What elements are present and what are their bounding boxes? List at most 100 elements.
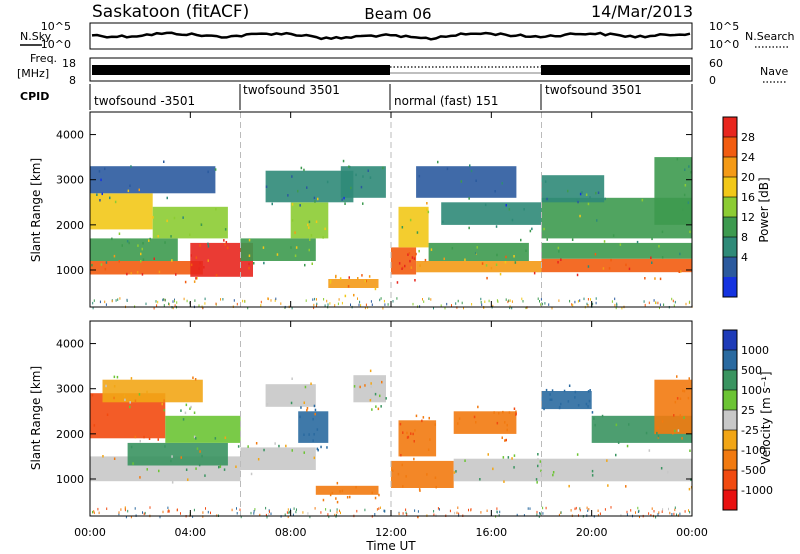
velocity-ground-speckle (402, 512, 404, 515)
power-speckle (348, 165, 350, 168)
velocity-speckle (506, 423, 508, 427)
power-speckle (415, 252, 417, 256)
n-search-label: N.Search (745, 30, 795, 43)
power-speckle (348, 276, 350, 279)
velocity-ground-speckle (433, 513, 435, 516)
power-speckle (374, 287, 377, 291)
power-speckle (225, 241, 228, 244)
power-speckle (109, 196, 111, 200)
power-speckle (612, 234, 615, 237)
velocity-speckle (689, 449, 691, 452)
velocity-speckle (134, 399, 137, 402)
power-speckle (401, 267, 403, 270)
velocity-speckle (163, 399, 165, 402)
velocity-ground-speckle (657, 513, 659, 516)
power-cbar-tick: 20 (741, 171, 755, 184)
power-ground-speckle (616, 302, 618, 306)
velocity-ground-speckle (288, 511, 290, 514)
power-ground-speckle (621, 306, 623, 310)
power-speckle (504, 261, 507, 264)
cpid-segment-1: twofsound -3501 (94, 94, 195, 108)
power-cbar-tick: 24 (741, 151, 755, 164)
velocity-speckle (134, 435, 137, 439)
power-speckle (291, 219, 294, 222)
power-speckle (687, 201, 690, 204)
power-ground-speckle (572, 303, 574, 307)
velocity-ground-speckle (456, 511, 458, 515)
power-ground-speckle (672, 299, 674, 303)
power-speckle (596, 219, 598, 222)
power-ground-speckle (312, 298, 314, 301)
velocity-region-9 (353, 375, 386, 403)
power-speckle (651, 261, 653, 264)
velocity-speckle (654, 431, 656, 435)
velocity-speckle (116, 375, 119, 379)
velocity-speckle (413, 457, 415, 461)
power-ground-speckle (505, 298, 507, 301)
power-ground-speckle (92, 301, 94, 305)
velocity-speckle (676, 375, 678, 378)
velocity-speckle (552, 471, 555, 474)
x-axis-label: Time UT (365, 539, 416, 553)
power-speckle (263, 261, 265, 265)
power-speckle (329, 279, 332, 283)
velocity-ground-speckle (130, 515, 132, 519)
velocity-ground-speckle (539, 512, 541, 516)
velocity-speckle (455, 470, 457, 473)
power-ground-speckle (539, 300, 540, 303)
velocity-speckle (218, 465, 220, 469)
power-speckle (353, 293, 355, 297)
velocity-ground-speckle (295, 510, 297, 514)
velocity-speckle (129, 405, 131, 409)
power-speckle (215, 274, 218, 277)
power-ground-speckle (93, 299, 95, 302)
power-speckle (137, 244, 139, 247)
velocity-ground-speckle (588, 508, 590, 511)
velocity-speckle (370, 385, 372, 388)
velocity-speckle (370, 397, 372, 401)
power-speckle (138, 188, 140, 192)
power-ground-speckle (367, 306, 369, 309)
power-speckle (304, 263, 306, 267)
velocity-ground-speckle (558, 513, 560, 517)
power-speckle (98, 170, 101, 173)
power-region-10 (340, 166, 386, 198)
power-speckle (424, 258, 427, 262)
power-speckle (308, 220, 311, 224)
power-ground-speckle (484, 300, 486, 303)
velocity-speckle (303, 401, 305, 404)
power-speckle (317, 197, 319, 201)
velocity-speckle (434, 476, 437, 479)
power-ground-speckle (380, 297, 382, 300)
x-tick-label: 00:00 (74, 526, 106, 539)
power-ground-speckle (463, 306, 464, 310)
velocity-ground-speckle (604, 508, 606, 511)
velocity-speckle (235, 465, 237, 468)
power-ground-speckle (357, 297, 358, 300)
power-ground-speckle (324, 304, 326, 307)
power-ground-speckle (92, 306, 94, 310)
power-speckle (141, 247, 143, 251)
power-ground-speckle (444, 306, 446, 310)
power-speckle (416, 231, 419, 234)
velocity-speckle (139, 476, 141, 479)
power-speckle (357, 277, 359, 280)
power-ground-speckle (579, 299, 581, 302)
velocity-speckle (255, 442, 258, 445)
velocity-ground-speckle (142, 511, 143, 514)
power-ground-speckle (202, 306, 204, 310)
velocity-ground-speckle (470, 508, 472, 511)
velocity-ground-speckle (523, 514, 525, 517)
velocity-cbar-tick: 500 (741, 364, 762, 377)
velocity-speckle (577, 404, 580, 407)
power-speckle (105, 261, 108, 264)
velocity-ground-speckle (106, 507, 108, 510)
cpid-segment-3: normal (fast) 151 (394, 94, 498, 108)
y-tick-label: 3000 (56, 383, 84, 396)
y-tick-label: 4000 (56, 129, 84, 142)
velocity-speckle (224, 436, 227, 439)
power-ground-speckle (521, 297, 523, 301)
velocity-ground-speckle (536, 513, 538, 516)
power-speckle (311, 262, 313, 265)
power-ground-speckle (509, 306, 511, 310)
